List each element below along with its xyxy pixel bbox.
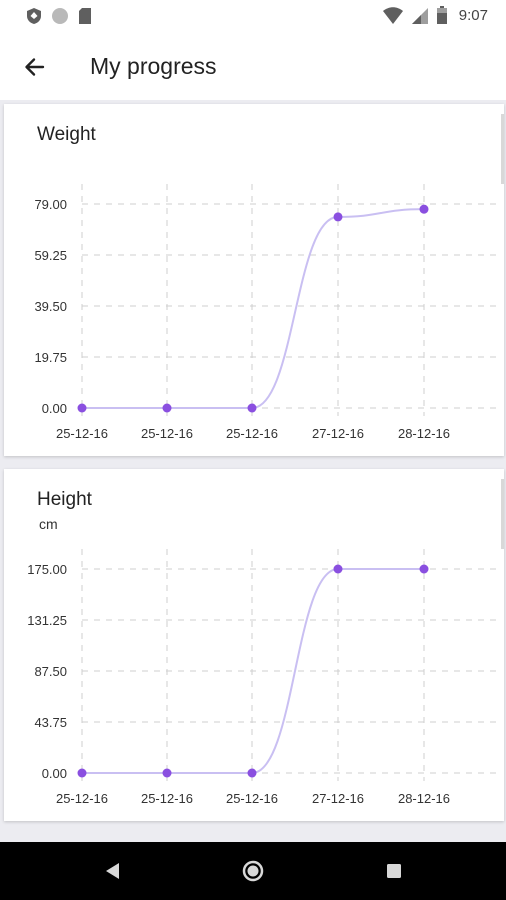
data-point[interactable] (419, 204, 429, 214)
x-tick-label: 28-12-16 (398, 791, 450, 806)
height-line-chart: 0.00 43.75 87.50 131.25 175.00 25-12-16 25-12-… (27, 549, 498, 806)
y-tick-label: 0.00 (42, 401, 67, 416)
data-point[interactable] (333, 212, 343, 222)
scroll-indicator (501, 114, 504, 184)
y-tick-label: 87.50 (34, 664, 67, 679)
data-point[interactable] (162, 768, 172, 778)
y-tick-label: 19.75 (34, 350, 67, 365)
status-icons-left (26, 7, 92, 25)
x-tick-label: 25-12-16 (56, 426, 108, 441)
x-tick-label: 25-12-16 (141, 426, 193, 441)
wifi-icon (382, 6, 403, 24)
height-chart-unit: cm (39, 516, 58, 532)
x-tick-label: 27-12-16 (312, 426, 364, 441)
weight-line-chart: 0.00 19.75 39.50 59.25 79.00 25-12-16 25-12-16… (34, 184, 498, 441)
nav-back-icon[interactable] (98, 856, 128, 886)
page-title: My progress (90, 53, 217, 79)
data-point[interactable] (77, 403, 87, 413)
status-bar: 9:07 (0, 0, 506, 32)
x-tick-label: 25-12-16 (226, 426, 278, 441)
weight-chart-card: Weight 0.00 19.75 39.50 59.25 79.00 25-12-16 2… (4, 104, 504, 456)
data-point[interactable] (333, 564, 343, 574)
scroll-indicator (501, 479, 504, 549)
shield-icon (27, 8, 41, 24)
back-arrow-icon[interactable] (18, 50, 52, 84)
app-bar: My progress (0, 32, 506, 100)
y-tick-label: 39.50 (34, 299, 67, 314)
x-tick-label: 25-12-16 (56, 791, 108, 806)
battery-icon (436, 6, 447, 24)
circle-icon (52, 8, 68, 24)
y-tick-label: 0.00 (42, 766, 67, 781)
data-point[interactable] (77, 768, 87, 778)
height-chart-title: Height (37, 489, 92, 510)
data-point[interactable] (419, 564, 429, 574)
series-line (81, 208, 425, 410)
weight-chart-title: Weight (37, 124, 96, 145)
x-tick-label: 28-12-16 (398, 426, 450, 441)
y-tick-label: 175.00 (27, 562, 67, 577)
y-tick-label: 59.25 (34, 248, 67, 263)
x-tick-label: 25-12-16 (141, 791, 193, 806)
height-chart-card: Height cm 0.00 43.75 87.50 131.25 175.00 25-1… (4, 469, 504, 821)
series-line (81, 568, 424, 775)
y-tick-label: 79.00 (34, 197, 67, 212)
x-tick-label: 27-12-16 (312, 791, 364, 806)
x-tick-label: 25-12-16 (226, 791, 278, 806)
status-time: 9:07 (458, 7, 488, 24)
sd-card-icon (79, 8, 91, 24)
data-point[interactable] (247, 403, 257, 413)
cellular-signal-icon (411, 7, 428, 24)
status-icons-right: 9:07 (382, 6, 488, 25)
y-tick-label: 43.75 (34, 715, 67, 730)
nav-recents-icon[interactable] (379, 856, 409, 886)
data-point[interactable] (247, 768, 257, 778)
y-tick-label: 131.25 (27, 613, 67, 628)
nav-home-icon[interactable] (238, 856, 268, 886)
navigation-bar (0, 842, 506, 900)
data-point[interactable] (162, 403, 172, 413)
